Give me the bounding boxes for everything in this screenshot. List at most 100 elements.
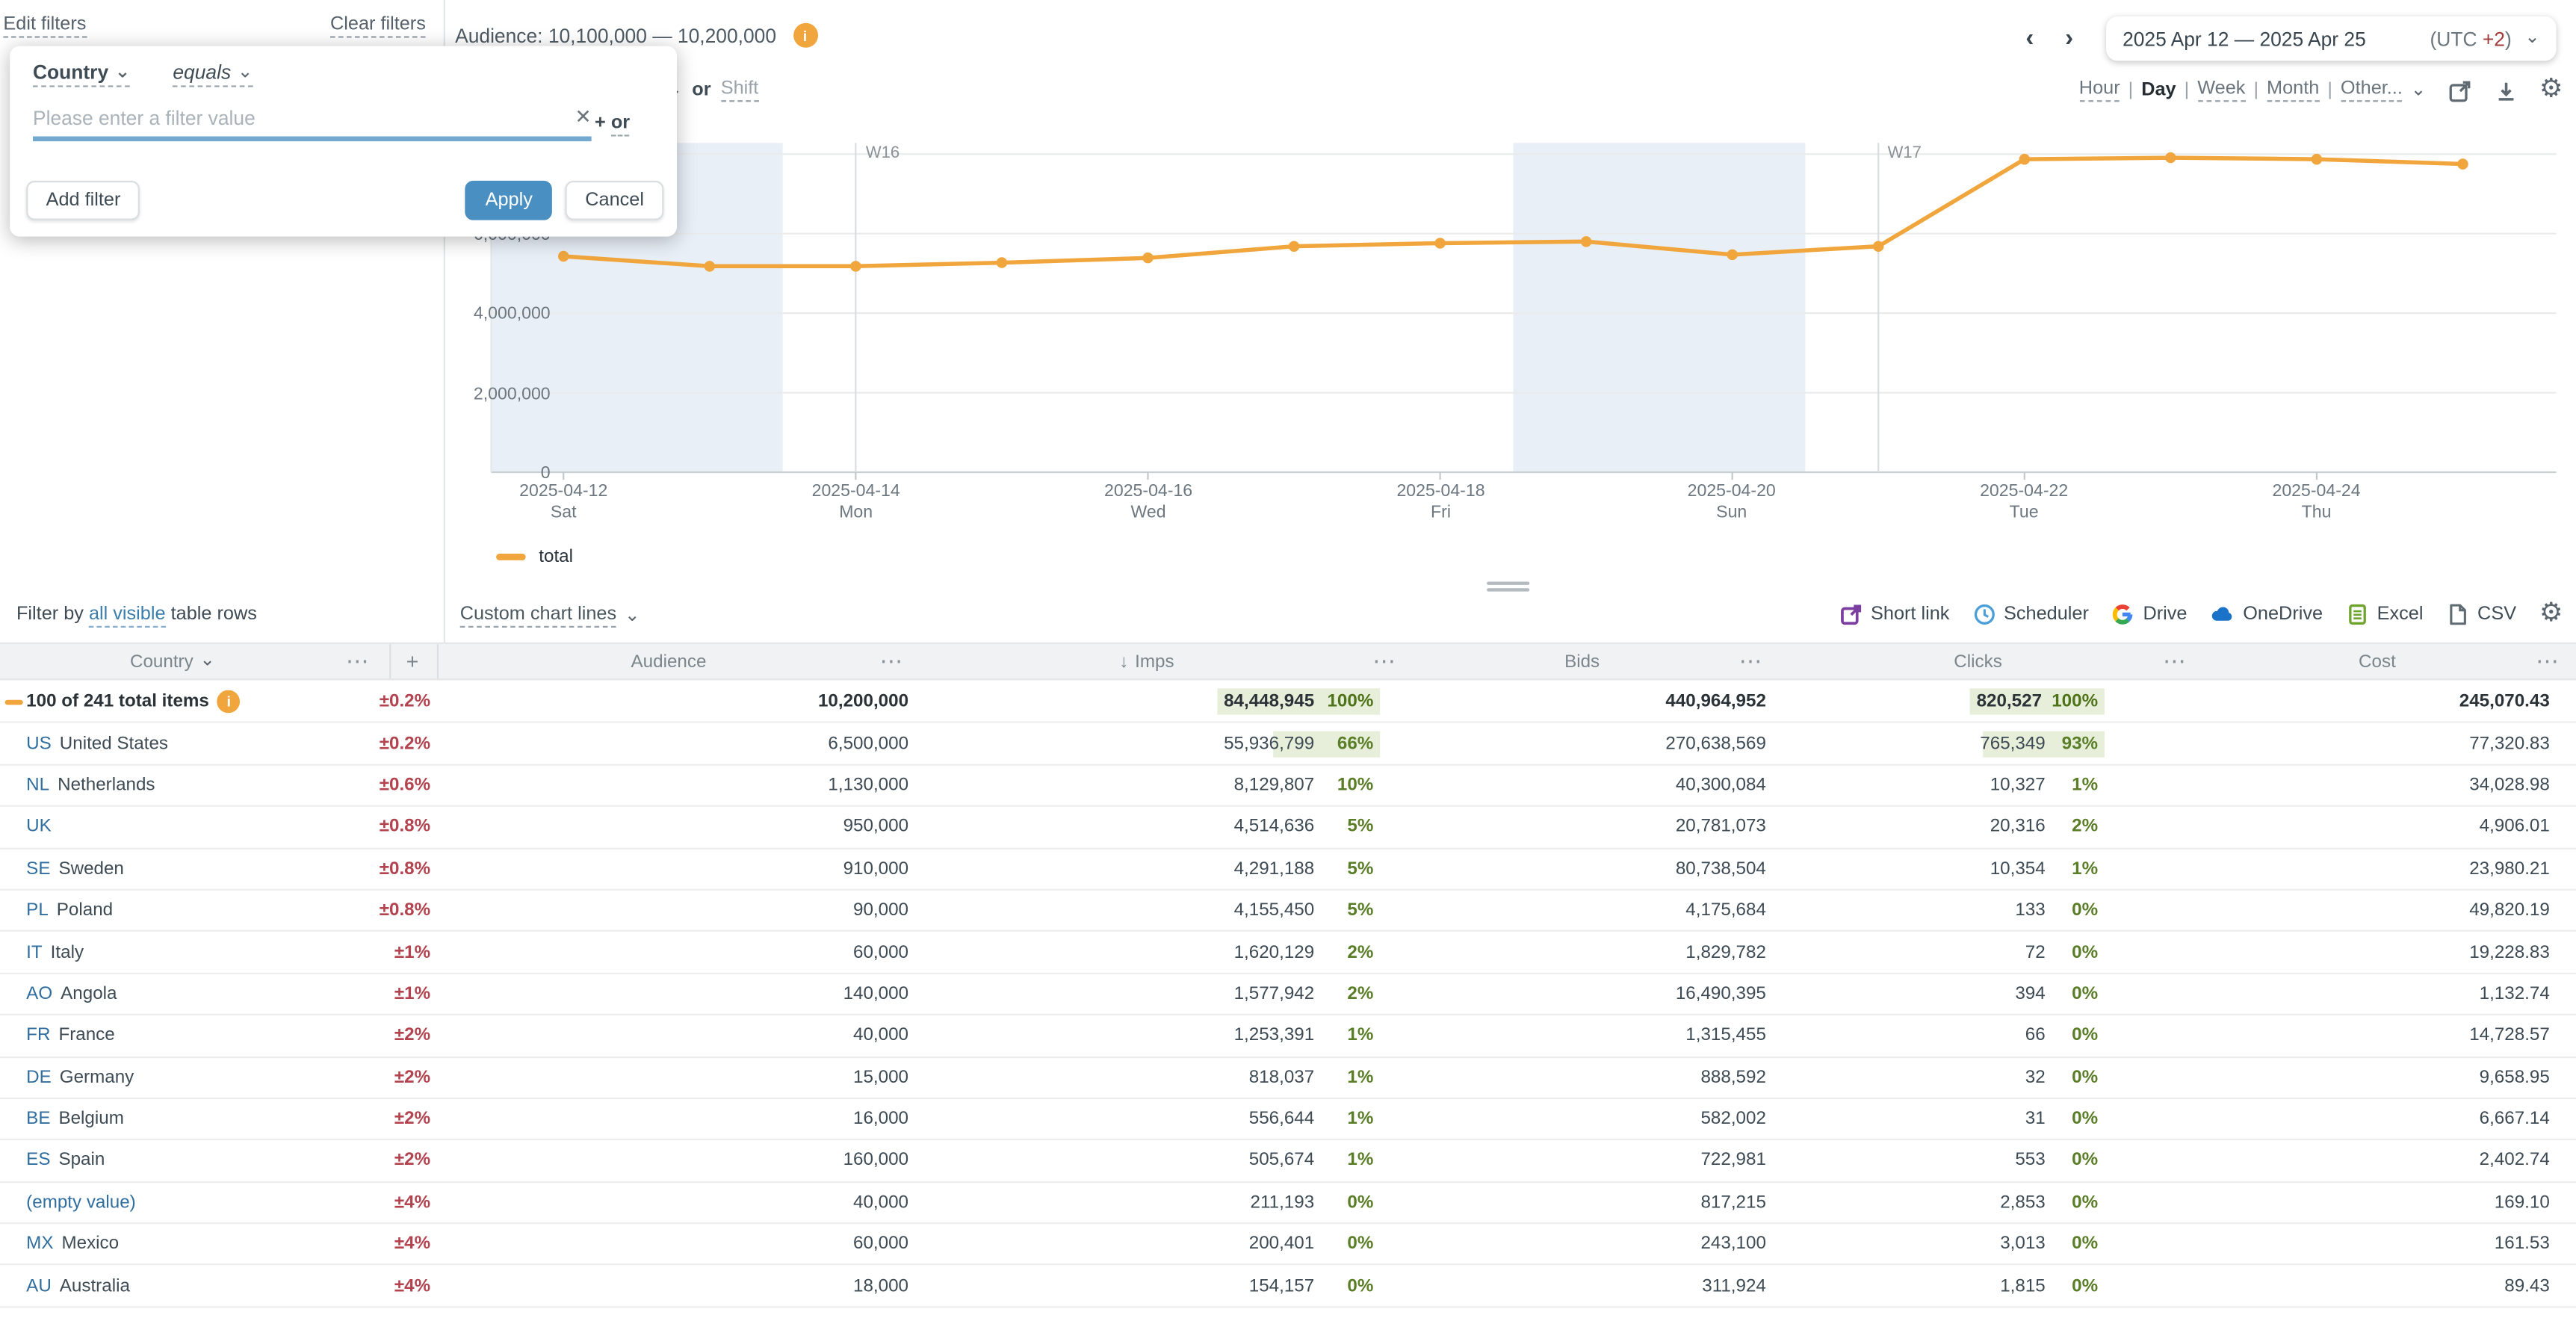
granularity-other[interactable]: Other... <box>2340 79 2403 102</box>
country-code-link[interactable]: ES <box>26 1151 51 1171</box>
imps-cell: 1,577,942 2% <box>908 981 1380 1007</box>
imps-block: 556,644 1% <box>1242 1106 1380 1132</box>
table-row: (empty value) ±4% 40,000 211,193 0% 817,215 2,… <box>0 1183 2576 1225</box>
filter-editor-popup: Country⌄ equals⌄ ✕ + or Add filter Apply… <box>10 46 677 237</box>
granularity-week[interactable]: Week <box>2197 79 2246 102</box>
gear-icon[interactable]: ⚙ <box>2539 75 2563 104</box>
add-or-condition-link[interactable]: + or <box>595 113 631 137</box>
cancel-button[interactable]: Cancel <box>565 180 664 220</box>
country-code-link[interactable]: (empty value) <box>26 1192 136 1213</box>
country-code-link[interactable]: UK <box>26 817 52 838</box>
imps-percent: 0% <box>1347 1192 1374 1213</box>
country-code-link[interactable]: US <box>26 734 52 754</box>
scheduler-button[interactable]: Scheduler <box>1972 603 2089 626</box>
add-filter-button[interactable]: Add filter <box>26 180 140 220</box>
bids-value: 243,100 <box>1700 1234 1766 1254</box>
column-menu-icon[interactable]: ⋯ <box>2162 647 2188 674</box>
bids-value: 1,315,455 <box>1685 1025 1766 1046</box>
download-icon[interactable] <box>2493 78 2518 102</box>
error-margin: ±4% <box>394 1192 431 1213</box>
table-row: US United States ±0.2% 6,500,000 55,936,799 6… <box>0 723 2576 766</box>
clear-filters-link[interactable]: Clear filters <box>329 15 426 38</box>
edit-filters-link[interactable]: Edit filters <box>3 15 87 38</box>
cost-value: 19,228.83 <box>2469 942 2550 962</box>
imps-value: 818,037 <box>1248 1067 1315 1088</box>
column-header-cost[interactable]: Cost <box>2359 651 2396 672</box>
country-code-link[interactable]: FR <box>26 1025 51 1046</box>
country-code-link[interactable]: SE <box>26 858 51 879</box>
clicks-value: 31 <box>2025 1109 2046 1129</box>
granularity-month[interactable]: Month <box>2267 79 2320 102</box>
bids-value: 311,924 <box>1702 1275 1766 1296</box>
short-link-button[interactable]: Short link <box>1839 603 1949 626</box>
column-menu-icon[interactable]: ⋯ <box>1739 647 1764 674</box>
clicks-value: 765,349 <box>1980 734 2046 754</box>
country-code-link[interactable]: NL <box>26 775 50 796</box>
column-header-clicks[interactable]: Clicks <box>1954 651 2002 672</box>
clicks-cell: 31 0% <box>1766 1106 2105 1132</box>
x-tick: 2025-04-24 Thu <box>2272 481 2361 523</box>
date-range-picker[interactable]: 2025 Apr 12 — 2025 Apr 25 (UTC +2) ⌄ <box>2106 16 2557 61</box>
country-code-link[interactable]: MX <box>26 1234 54 1254</box>
column-menu-icon[interactable]: ⋯ <box>1372 647 1398 674</box>
clicks-cell: 394 0% <box>1766 981 2105 1007</box>
country-code-link[interactable]: AO <box>26 984 53 1004</box>
bids-value: 722,981 <box>1700 1151 1766 1171</box>
onedrive-button[interactable]: OneDrive <box>2210 603 2323 626</box>
line-chart[interactable] <box>477 140 2563 488</box>
country-code-link[interactable]: IT <box>26 942 43 962</box>
cost-value: 4,906.01 <box>2479 817 2550 838</box>
bids-value: 20,781,073 <box>1675 817 1766 838</box>
filter-value-input[interactable] <box>32 103 592 142</box>
x-tick: 2025-04-14 Mon <box>811 481 900 523</box>
add-column-button[interactable]: + <box>406 649 419 674</box>
clicks-block: 10,327 1% <box>1984 772 2105 798</box>
chart-legend[interactable]: total <box>496 547 573 567</box>
column-menu-icon[interactable]: ⋯ <box>345 647 371 674</box>
excel-button[interactable]: Excel <box>2346 603 2423 626</box>
column-header-audience[interactable]: Audience <box>631 651 707 672</box>
x-tick: 2025-04-20 Sun <box>1687 481 1776 523</box>
imps-percent: 1% <box>1347 1151 1374 1171</box>
country-code-link[interactable]: DE <box>26 1067 52 1088</box>
column-menu-icon[interactable]: ⋯ <box>2536 647 2561 674</box>
filter-field-dropdown[interactable]: Country ⌄ <box>32 61 131 87</box>
column-menu-icon[interactable]: ⋯ <box>879 647 905 674</box>
imps-value: 55,936,799 <box>1224 734 1315 754</box>
clicks-value: 32 <box>2025 1067 2046 1088</box>
cost-value: 49,820.19 <box>2469 900 2550 921</box>
audience-value: 140,000 <box>843 984 909 1004</box>
column-header-country[interactable]: Country ⌄ <box>129 650 215 672</box>
csv-button[interactable]: CSV <box>2446 603 2516 626</box>
granularity-day[interactable]: Day <box>2141 80 2176 101</box>
clear-input-icon[interactable]: ✕ <box>575 105 592 129</box>
info-icon[interactable]: i <box>217 690 241 714</box>
cost-value: 169.10 <box>2494 1192 2550 1213</box>
audience-value: 160,000 <box>843 1151 909 1171</box>
percent-highlight <box>1969 688 2105 715</box>
total-items-label: 100 of 241 total items <box>26 692 209 712</box>
custom-chart-lines-button[interactable]: Custom chart lines ⌄ <box>459 604 640 628</box>
chevron-right-icon[interactable]: › <box>2065 24 2074 53</box>
imps-percent: 5% <box>1347 817 1374 838</box>
date-controls: ‹ › 2025 Apr 12 — 2025 Apr 25 (UTC +2) ⌄ <box>2017 16 2557 61</box>
granularity-hour[interactable]: Hour <box>2078 79 2120 102</box>
chevron-down-icon: ⌄ <box>114 61 131 81</box>
apply-button[interactable]: Apply <box>465 180 553 220</box>
country-code-link[interactable]: PL <box>26 900 49 921</box>
country-code-link[interactable]: BE <box>26 1109 51 1129</box>
column-header-imps[interactable]: ↓ Imps <box>1119 651 1174 672</box>
cost-value: 77,320.83 <box>2469 734 2550 754</box>
drag-handle-icon[interactable] <box>1487 578 1530 595</box>
open-in-new-icon[interactable] <box>2447 78 2472 102</box>
shift-link[interactable]: Shift <box>720 79 759 102</box>
info-icon[interactable]: i <box>793 22 817 48</box>
filter-operator-dropdown[interactable]: equals ⌄ <box>173 61 253 87</box>
all-visible-link[interactable]: all visible <box>88 604 166 628</box>
country-code-link[interactable]: AU <box>26 1275 52 1296</box>
gear-icon[interactable]: ⚙ <box>2539 599 2563 628</box>
google-drive-button[interactable]: Drive <box>2112 603 2187 626</box>
column-header-bids[interactable]: Bids <box>1564 651 1600 672</box>
x-tick: 2025-04-16 Wed <box>1104 481 1193 523</box>
chevron-left-icon[interactable]: ‹ <box>2025 24 2034 53</box>
